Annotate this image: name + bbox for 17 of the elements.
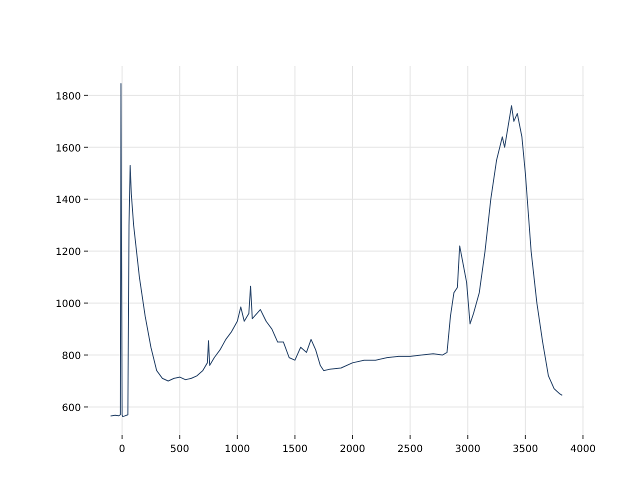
line-series <box>110 83 563 418</box>
x-tick-label: 3000 <box>455 444 480 455</box>
x-tick-label: 1000 <box>224 444 250 455</box>
y-tick-label: 800 <box>62 351 81 362</box>
x-tick-label: 2500 <box>397 444 423 455</box>
x-tick-label: 500 <box>170 444 190 455</box>
x-tick-label: 4000 <box>570 444 596 455</box>
y-tick-label: 1000 <box>56 299 81 310</box>
y-tick-label: 1200 <box>56 247 81 258</box>
y-tick-label: 1600 <box>56 143 81 154</box>
y-tick-label: 1800 <box>56 91 81 102</box>
y-tick-label: 1400 <box>56 195 81 206</box>
x-tick-label: 1500 <box>282 444 308 455</box>
x-tick-label: 0 <box>118 444 126 455</box>
y-tick-label: 600 <box>62 402 81 414</box>
x-tick-label: 2000 <box>340 444 366 455</box>
x-tick-label: 3500 <box>512 444 538 455</box>
